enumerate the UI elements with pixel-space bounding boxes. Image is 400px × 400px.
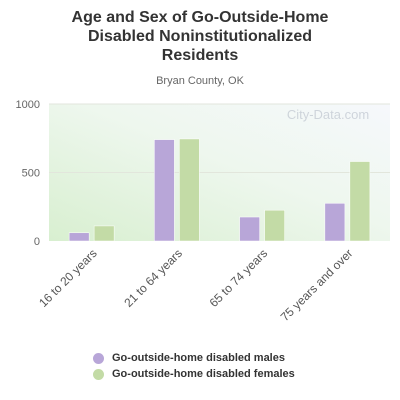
x-tick-label: 65 to 74 years [207, 246, 271, 310]
legend-swatch-females [93, 368, 104, 380]
bar-males-2 [154, 139, 175, 242]
chart-subtitle: Bryan County, OK [156, 75, 244, 87]
bar-females-1 [93, 225, 115, 242]
bar-males-1 [68, 232, 90, 242]
legend: Go-outside-home disabled males Go-outsid… [93, 350, 295, 382]
bars [68, 138, 371, 242]
watermark: City-Data.com [287, 107, 369, 122]
x-tick-label: 21 to 64 years [121, 246, 185, 310]
gridlines [49, 103, 390, 173]
legend-label-males: Go-outside-home disabled males [112, 352, 285, 364]
title-line-3: Residents [161, 47, 239, 64]
x-tick-label: 16 to 20 years [36, 246, 100, 310]
y-tick-label: 0 [34, 236, 40, 248]
x-axis-ticks: 16 to 20 years 21 to 64 years 65 to 74 yea… [36, 246, 355, 324]
legend-item-males: Go-outside-home disabled males [93, 350, 295, 366]
title-line-1: Age and Sex of Go-Outside-Home [71, 9, 329, 26]
bar-females-2 [179, 138, 200, 242]
bar-males-3 [239, 216, 260, 242]
legend-item-females: Go-outside-home disabled females [93, 366, 295, 382]
y-tick-label: 500 [22, 168, 40, 180]
legend-label-females: Go-outside-home disabled females [112, 368, 295, 380]
bar-females-3 [264, 209, 285, 242]
chart-title: Age and Sex of Go-Outside-Home Disabled … [0, 8, 400, 65]
legend-swatch-males [93, 352, 104, 364]
y-axis-ticks: 0 500 1000 [16, 99, 40, 248]
bar-males-4 [324, 203, 346, 242]
x-tick-label: 75 years and over [278, 246, 356, 324]
title-line-2: Disabled Noninstitutionalized [87, 28, 312, 45]
bar-females-4 [349, 161, 371, 242]
y-tick-label: 1000 [16, 99, 40, 111]
